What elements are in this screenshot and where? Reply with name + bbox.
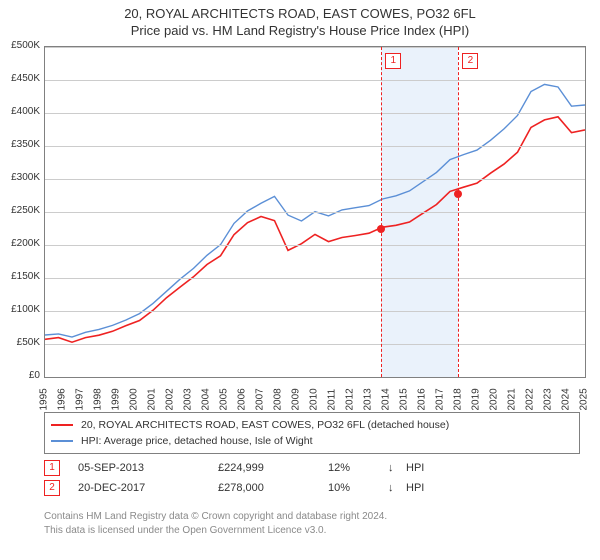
x-label: 2020 (489, 393, 500, 411)
legend-label-property: 20, ROYAL ARCHITECTS ROAD, EAST COWES, P… (81, 419, 449, 431)
y-label: £250K (0, 205, 40, 216)
x-label: 2013 (363, 393, 374, 411)
x-label: 1995 (39, 393, 50, 411)
title-main: 20, ROYAL ARCHITECTS ROAD, EAST COWES, P… (0, 6, 600, 21)
price-point-2 (454, 190, 462, 198)
transaction-date: 20-DEC-2017 (78, 482, 218, 494)
x-label: 2002 (165, 393, 176, 411)
chart-area: 12 (44, 46, 586, 378)
transaction-price: £224,999 (218, 462, 328, 474)
price-point-1 (377, 225, 385, 233)
marker-dash-line (381, 47, 382, 377)
legend-swatch-property (51, 424, 73, 426)
x-label: 2015 (399, 393, 410, 411)
x-label: 2012 (345, 393, 356, 411)
x-label: 2010 (309, 393, 320, 411)
x-label: 2009 (291, 393, 302, 411)
x-label: 2021 (507, 393, 518, 411)
x-label: 1998 (93, 393, 104, 411)
legend-swatch-hpi (51, 440, 73, 442)
gridline-h (45, 47, 585, 48)
legend-row-property: 20, ROYAL ARCHITECTS ROAD, EAST COWES, P… (51, 417, 573, 433)
gridline-h (45, 245, 585, 246)
x-label: 2017 (435, 393, 446, 411)
x-label: 2007 (255, 393, 266, 411)
marker-box-1: 1 (385, 53, 401, 69)
x-label: 1999 (111, 393, 122, 411)
gridline-h (45, 80, 585, 81)
gridline-h (45, 212, 585, 213)
transaction-ref: HPI (406, 462, 424, 474)
x-label: 1997 (75, 393, 86, 411)
x-label: 2004 (201, 393, 212, 411)
y-label: £500K (0, 40, 40, 51)
marker-box-2: 2 (462, 53, 478, 69)
y-label: £400K (0, 106, 40, 117)
x-label: 2023 (543, 393, 554, 411)
x-label: 2019 (471, 393, 482, 411)
transaction-pct: 10% (328, 482, 388, 494)
footer-line2: This data is licensed under the Open Gov… (44, 524, 580, 538)
y-label: £300K (0, 172, 40, 183)
gridline-h (45, 278, 585, 279)
y-label: £100K (0, 304, 40, 315)
y-label: £50K (0, 337, 40, 348)
down-arrow-icon: ↓ (388, 482, 406, 494)
transaction-pct: 12% (328, 462, 388, 474)
gridline-h (45, 179, 585, 180)
gridline-h (45, 311, 585, 312)
title-block: 20, ROYAL ARCHITECTS ROAD, EAST COWES, P… (0, 0, 600, 38)
transactions-table: 1 05-SEP-2013£224,99912%↓HPI 2 20-DEC-2017£… (44, 458, 580, 498)
x-label: 2000 (129, 393, 140, 411)
x-label: 2001 (147, 393, 158, 411)
down-arrow-icon: ↓ (388, 462, 406, 474)
x-label: 2011 (327, 393, 338, 411)
marker-dash-line (458, 47, 459, 377)
legend-row-hpi: HPI: Average price, detached house, Isle… (51, 433, 573, 449)
series-line-hpi (45, 84, 585, 337)
gridline-h (45, 146, 585, 147)
x-label: 2003 (183, 393, 194, 411)
x-label: 2014 (381, 393, 392, 411)
footer: Contains HM Land Registry data © Crown c… (44, 510, 580, 537)
y-label: £0 (0, 370, 40, 381)
series-line-property (45, 117, 585, 342)
y-label: £150K (0, 271, 40, 282)
x-label: 2025 (579, 393, 590, 411)
x-label: 2024 (561, 393, 572, 411)
transaction-date: 05-SEP-2013 (78, 462, 218, 474)
gridline-h (45, 344, 585, 345)
gridline-h (45, 113, 585, 114)
x-label: 2016 (417, 393, 428, 411)
transaction-price: £278,000 (218, 482, 328, 494)
legend-label-hpi: HPI: Average price, detached house, Isle… (81, 435, 313, 447)
x-label: 2022 (525, 393, 536, 411)
transaction-marker: 1 (44, 460, 60, 476)
x-label: 2005 (219, 393, 230, 411)
legend-box: 20, ROYAL ARCHITECTS ROAD, EAST COWES, P… (44, 412, 580, 454)
y-label: £450K (0, 73, 40, 84)
y-label: £200K (0, 238, 40, 249)
x-label: 2006 (237, 393, 248, 411)
x-label: 2018 (453, 393, 464, 411)
x-label: 2008 (273, 393, 284, 411)
x-label: 1996 (57, 393, 68, 411)
chart-container: { "title": { "main": "20, ROYAL ARCHITEC… (0, 0, 600, 560)
transaction-marker: 2 (44, 480, 60, 496)
y-label: £350K (0, 139, 40, 150)
transaction-row: 2 20-DEC-2017£278,00010%↓HPI (44, 478, 580, 498)
footer-line1: Contains HM Land Registry data © Crown c… (44, 510, 580, 524)
title-sub: Price paid vs. HM Land Registry's House … (0, 23, 600, 38)
transaction-ref: HPI (406, 482, 424, 494)
transaction-row: 1 05-SEP-2013£224,99912%↓HPI (44, 458, 580, 478)
